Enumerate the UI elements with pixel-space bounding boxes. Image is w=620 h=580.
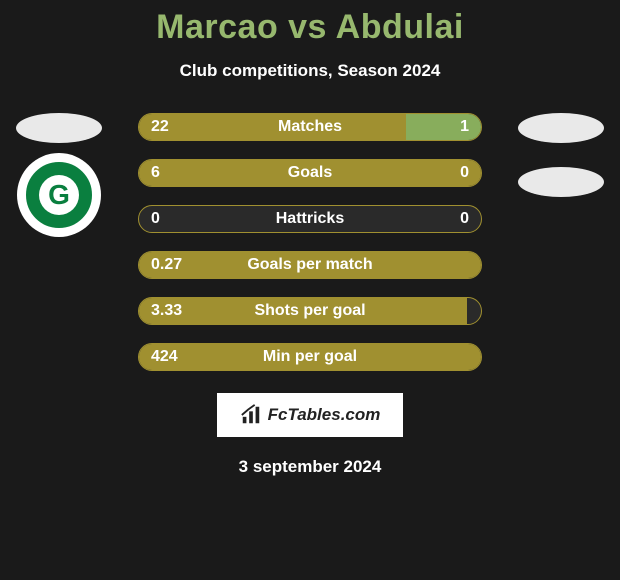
chart-icon <box>240 404 262 426</box>
player-right-ellipse-1-icon <box>518 113 604 143</box>
stat-value-right: 1 <box>460 114 469 140</box>
stat-value-right: 0 <box>460 206 469 232</box>
stat-row: 424Min per goal <box>138 343 482 371</box>
club-badge-left: G <box>17 153 101 237</box>
player-right-column <box>516 113 606 197</box>
page-title: Marcao vs Abdulai <box>0 0 620 47</box>
stat-row: 0.27Goals per match <box>138 251 482 279</box>
fctables-logo: FcTables.com <box>217 393 403 437</box>
player-left-ellipse-icon <box>16 113 102 143</box>
club-badge-letter: G <box>39 175 79 215</box>
stat-bars: 22Matches16Goals00Hattricks00.27Goals pe… <box>138 113 482 371</box>
page-subtitle: Club competitions, Season 2024 <box>0 61 620 81</box>
stat-value-right: 0 <box>460 160 469 186</box>
stat-row: 3.33Shots per goal <box>138 297 482 325</box>
club-badge-inner: G <box>24 160 94 230</box>
stat-label: Matches <box>139 114 481 140</box>
stat-label: Goals per match <box>139 252 481 278</box>
stat-label: Goals <box>139 160 481 186</box>
comparison-panel: G 22Matches16Goals00Hattricks00.27Goals … <box>0 113 620 371</box>
date-label: 3 september 2024 <box>0 457 620 477</box>
stat-label: Shots per goal <box>139 298 481 324</box>
stat-label: Hattricks <box>139 206 481 232</box>
player-left-column: G <box>14 113 104 237</box>
stat-label: Min per goal <box>139 344 481 370</box>
player-right-ellipse-2-icon <box>518 167 604 197</box>
stat-row: 22Matches1 <box>138 113 482 141</box>
stat-row: 0Hattricks0 <box>138 205 482 233</box>
stat-row: 6Goals0 <box>138 159 482 187</box>
fctables-text: FcTables.com <box>268 405 381 425</box>
